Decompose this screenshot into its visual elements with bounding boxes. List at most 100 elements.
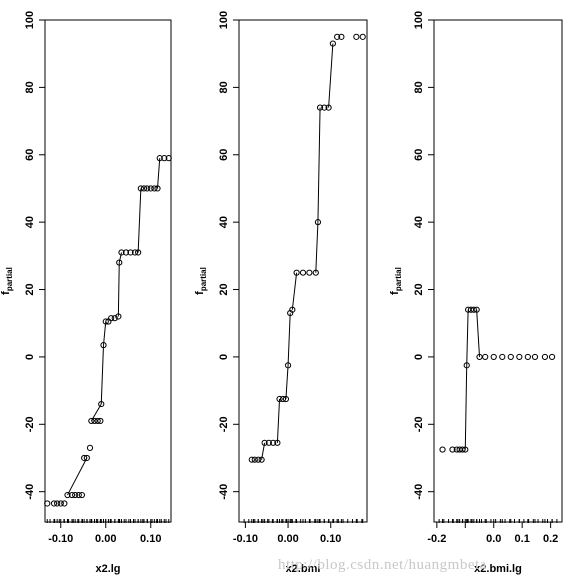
data-point [516,353,523,361]
y-tick-label: 0 [24,354,36,360]
y-tick-label: -20 [413,416,425,432]
data-point [293,269,300,276]
data-point [470,306,477,313]
step-segment [466,309,469,366]
watermark-text: http://blog.csdn.net/huangmbeta [278,557,487,573]
data-point [316,104,324,111]
data-point [88,417,95,425]
y-tick-label: 60 [218,149,230,161]
data-point [282,395,290,403]
step-segment [157,158,161,189]
data-point [135,249,142,256]
data-point [83,454,90,462]
x-tick-label: 0.00 [95,533,116,545]
data-point [314,219,322,226]
data-point [115,313,122,320]
data-point [57,500,64,507]
y-axis-label: fpartial [0,267,14,295]
step-segment [317,107,321,223]
data-point [140,185,148,192]
step-segment [276,399,281,443]
step-segment [285,365,289,400]
data-point [161,155,168,162]
step-segment [315,222,319,273]
data-point [548,353,556,361]
data-point [353,33,360,40]
data-point [338,33,345,40]
data-point [276,395,283,403]
data-point [97,417,104,425]
data-point [165,155,172,162]
data-point [270,439,277,446]
y-tick-label: 80 [413,81,425,93]
data-point [147,185,154,192]
data-point [265,439,272,446]
data-point [321,104,328,111]
y-tick-label: -20 [218,416,230,432]
data-point [284,362,292,369]
step-segment [291,272,298,310]
data-point [490,353,497,361]
data-point [98,400,105,408]
data-point [75,491,82,499]
data-point [359,33,366,40]
data-point [100,342,107,349]
data-point [44,500,51,507]
step-segment [476,309,481,357]
y-tick-label: 0 [413,354,425,360]
y-tick-label: 40 [413,216,425,228]
y-tick-label: 100 [24,11,36,29]
x-tick-label: 0.1 [515,533,530,545]
data-point [116,259,123,266]
data-point [463,362,470,369]
data-point [61,500,68,507]
x-tick-label: -0.2 [427,533,446,545]
y-tick-label: -20 [24,416,36,432]
y-tick-label: 100 [413,11,425,29]
y-axis-label: fpartial [389,267,403,295]
y-tick-label: 40 [218,216,230,228]
step-segment [67,457,88,496]
y-tick-label: -40 [24,484,36,500]
data-point [78,491,86,499]
step-segment [287,313,291,366]
data-point [473,306,480,313]
data-point [251,456,258,463]
plot-frame [44,19,172,523]
x-tick-label: 0.2 [543,533,558,545]
plot-frame [433,19,563,523]
step-segment [90,403,102,422]
y-axis-label: fpartial [194,267,208,295]
data-point [118,249,125,256]
data-point [151,185,158,192]
data-point [72,491,79,499]
data-point [94,417,101,425]
y-tick-label: 80 [218,81,230,93]
data-point [156,155,163,162]
data-point [334,33,341,40]
data-point [68,491,76,499]
step-segment [103,321,107,346]
data-point [482,353,489,361]
step-segment [328,43,334,108]
data-point [144,185,151,192]
data-point [541,353,549,361]
data-point [131,249,139,256]
data-point [312,269,319,276]
plot-frame [238,19,368,523]
data-point [329,40,336,47]
x-tick-label: 0.10 [140,533,161,545]
x-tick-label: 0.00 [277,533,298,545]
data-point [102,318,109,325]
data-point [459,446,466,453]
data-point [531,353,539,361]
data-point [289,306,296,313]
x-tick-label: 0.10 [320,533,341,545]
data-point [64,491,71,499]
x-axis-label: x2.lg [95,563,120,575]
step-segment [100,345,104,405]
x-tick-label: 0.0 [486,533,501,545]
y-tick-label: 20 [218,283,230,295]
